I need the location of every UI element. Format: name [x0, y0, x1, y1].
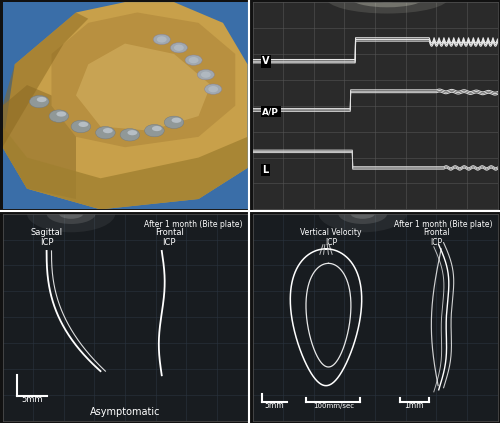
Ellipse shape: [208, 86, 218, 92]
Ellipse shape: [326, 0, 448, 14]
Ellipse shape: [27, 195, 115, 232]
Ellipse shape: [103, 128, 113, 133]
Ellipse shape: [152, 126, 162, 131]
Ellipse shape: [164, 116, 184, 129]
Ellipse shape: [198, 69, 214, 80]
Ellipse shape: [120, 129, 140, 141]
Ellipse shape: [318, 195, 407, 232]
Text: ICP: ICP: [40, 239, 54, 247]
Polygon shape: [52, 13, 236, 147]
Ellipse shape: [204, 84, 222, 94]
Ellipse shape: [201, 71, 211, 78]
Text: Sagittal: Sagittal: [30, 228, 62, 237]
Ellipse shape: [37, 97, 46, 102]
Ellipse shape: [71, 120, 90, 133]
Ellipse shape: [56, 111, 66, 117]
Ellipse shape: [46, 203, 96, 224]
Text: Asymptomatic: Asymptomatic: [90, 407, 160, 417]
Text: After 1 month (Bite plate): After 1 month (Bite plate): [144, 220, 242, 229]
Ellipse shape: [338, 203, 387, 224]
Polygon shape: [2, 126, 248, 209]
Ellipse shape: [157, 36, 166, 43]
Ellipse shape: [49, 110, 68, 122]
Polygon shape: [2, 85, 76, 199]
Text: After 1 month (Bite plate): After 1 month (Bite plate): [394, 220, 492, 229]
Text: ICP: ICP: [430, 239, 442, 247]
Polygon shape: [2, 2, 248, 209]
Text: Frontal: Frontal: [423, 228, 450, 237]
Text: A/P: A/P: [262, 107, 279, 116]
Ellipse shape: [144, 124, 164, 137]
Ellipse shape: [174, 44, 184, 51]
Ellipse shape: [350, 0, 424, 7]
Text: 1mm: 1mm: [404, 401, 424, 410]
Polygon shape: [2, 13, 88, 147]
Ellipse shape: [350, 209, 375, 219]
Ellipse shape: [172, 118, 181, 123]
Ellipse shape: [153, 34, 170, 44]
Text: ICP: ICP: [325, 239, 337, 247]
Polygon shape: [76, 44, 211, 131]
Ellipse shape: [128, 130, 137, 135]
Ellipse shape: [30, 96, 49, 108]
Text: 5mm: 5mm: [21, 395, 42, 404]
Text: 5mm: 5mm: [265, 401, 284, 410]
Text: ICP: ICP: [162, 239, 176, 247]
Text: Frontal: Frontal: [154, 228, 184, 237]
Text: V: V: [262, 56, 270, 66]
Ellipse shape: [188, 57, 198, 63]
Ellipse shape: [78, 122, 88, 127]
Ellipse shape: [370, 0, 404, 2]
Text: L: L: [262, 165, 268, 175]
Ellipse shape: [59, 209, 84, 219]
Ellipse shape: [170, 43, 188, 53]
Ellipse shape: [185, 55, 202, 65]
Text: 100mm/sec: 100mm/sec: [313, 404, 354, 409]
Text: Vertical Velocity: Vertical Velocity: [300, 228, 362, 237]
Ellipse shape: [96, 126, 115, 139]
